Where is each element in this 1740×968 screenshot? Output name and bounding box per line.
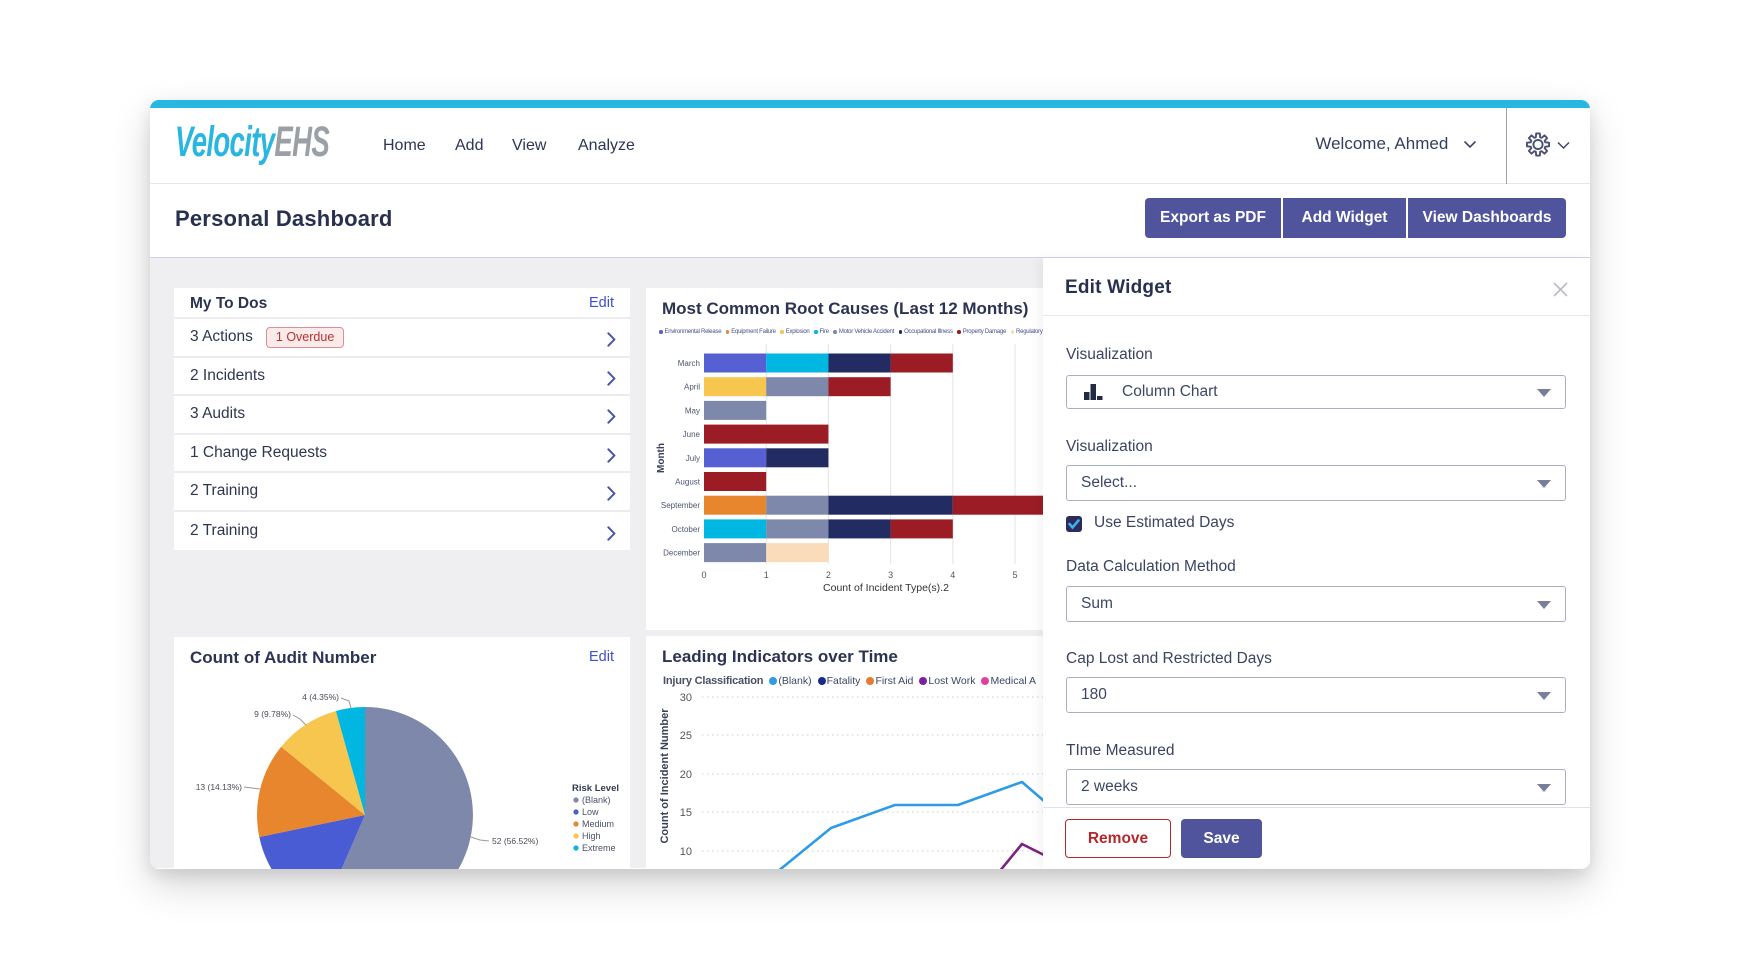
- svg-text:High: High: [582, 831, 601, 841]
- svg-text:Count of Incident Number: Count of Incident Number: [659, 708, 671, 844]
- svg-text:4: 4: [950, 570, 955, 580]
- svg-text:13 (14.13%): 13 (14.13%): [196, 782, 242, 792]
- svg-text:Count of Incident Type(s).2: Count of Incident Type(s).2: [823, 582, 949, 594]
- svg-text:10: 10: [680, 846, 692, 858]
- svg-text:2: 2: [826, 570, 831, 580]
- svg-text:3: 3: [888, 570, 893, 580]
- svg-text:May: May: [685, 406, 700, 415]
- svg-text:25: 25: [680, 730, 692, 742]
- svg-text:March: March: [678, 359, 700, 368]
- svg-text:July: July: [686, 454, 700, 463]
- svg-text:December: December: [663, 549, 700, 558]
- svg-text:June: June: [683, 430, 701, 439]
- svg-text:Low: Low: [582, 807, 599, 817]
- svg-text:15: 15: [680, 807, 692, 819]
- svg-text:52 (56.52%): 52 (56.52%): [492, 836, 538, 846]
- svg-text:September: September: [661, 501, 700, 510]
- svg-text:(Blank): (Blank): [582, 795, 611, 805]
- svg-text:Month: Month: [656, 443, 667, 473]
- svg-text:5: 5: [1012, 570, 1017, 580]
- svg-text:April: April: [684, 383, 700, 392]
- svg-text:9 (9.78%): 9 (9.78%): [254, 709, 291, 719]
- svg-text:30: 30: [680, 692, 692, 704]
- svg-text:4 (4.35%): 4 (4.35%): [302, 692, 339, 702]
- svg-text:Medium: Medium: [582, 819, 614, 829]
- svg-text:Risk Level: Risk Level: [572, 783, 619, 794]
- svg-text:20: 20: [680, 769, 692, 781]
- svg-text:August: August: [675, 478, 701, 487]
- svg-text:Extreme: Extreme: [582, 843, 616, 853]
- svg-text:1: 1: [764, 570, 769, 580]
- svg-text:October: October: [672, 525, 701, 534]
- svg-text:0: 0: [701, 570, 706, 580]
